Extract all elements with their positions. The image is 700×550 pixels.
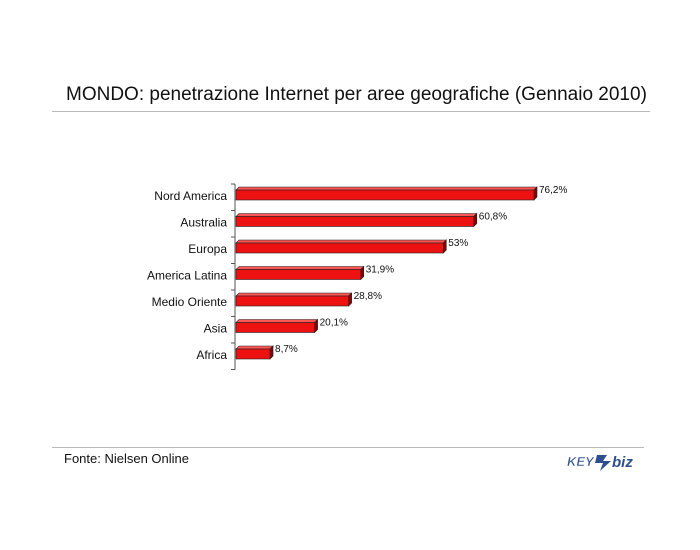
category-label: Medio Oriente xyxy=(152,295,228,309)
bar-top-face xyxy=(235,213,478,217)
value-label: 53% xyxy=(448,238,468,249)
key4biz-logo: KEY biz xyxy=(567,451,641,473)
bar xyxy=(235,322,315,333)
title-divider xyxy=(52,111,650,112)
value-label: 31,9% xyxy=(366,265,394,276)
category-label: Asia xyxy=(204,322,228,336)
bar xyxy=(235,242,444,254)
value-label: 28,8% xyxy=(354,291,382,302)
bar xyxy=(235,295,349,307)
bar-top-face xyxy=(235,292,353,297)
value-label: 60,8% xyxy=(479,212,507,223)
category-label: America Latina xyxy=(147,269,227,283)
source-note: Fonte: Nielsen Online xyxy=(64,451,190,466)
bar xyxy=(235,216,475,227)
category-label: Australia xyxy=(180,216,227,230)
bar-top-face xyxy=(235,345,274,350)
logo-text-right: biz xyxy=(612,454,633,471)
value-label: 20,1% xyxy=(320,318,348,329)
bar-top-face xyxy=(235,266,365,270)
logo-text-left: KEY xyxy=(567,454,595,469)
value-label: 8,7% xyxy=(275,344,298,355)
bar-top-face xyxy=(235,239,447,244)
bar-top-face xyxy=(235,186,538,191)
chart-title: MONDO: penetrazione Internet per aree ge… xyxy=(66,84,647,105)
category-label: Europa xyxy=(188,242,227,256)
footer-divider xyxy=(52,447,644,448)
bar xyxy=(235,269,362,280)
category-label: Africa xyxy=(196,348,227,362)
bar xyxy=(235,348,271,360)
bar xyxy=(235,189,535,201)
category-label: Nord America xyxy=(154,189,227,203)
value-label: 76,2% xyxy=(539,185,567,196)
bar-top-face xyxy=(235,319,319,323)
